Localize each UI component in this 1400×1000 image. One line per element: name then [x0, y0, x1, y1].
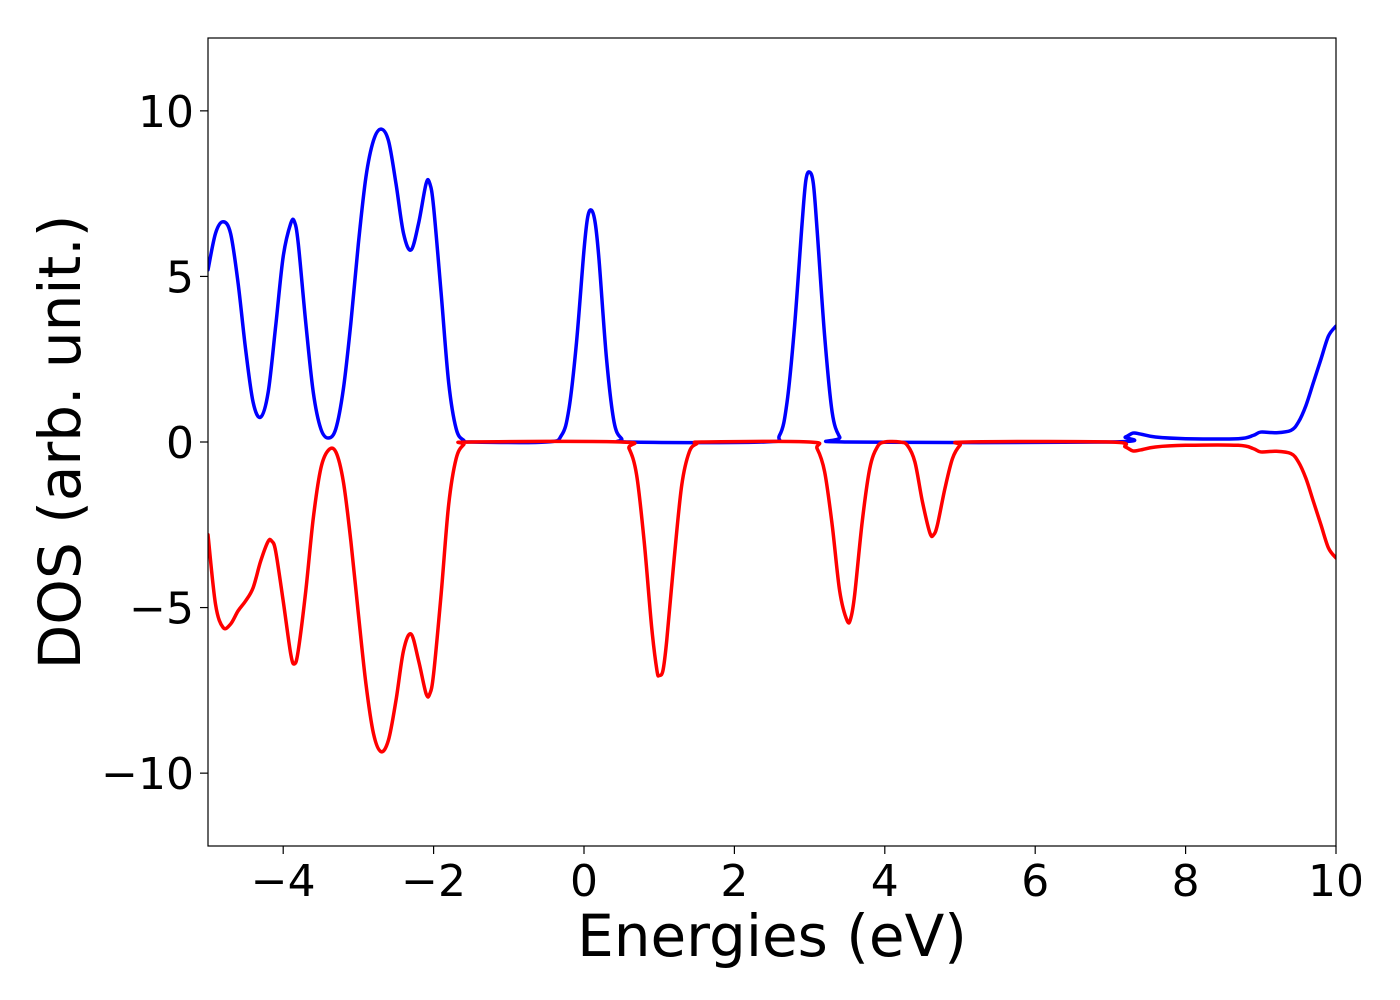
x-tick-label: 4 — [871, 856, 899, 907]
y-tick-label: 10 — [138, 87, 194, 138]
series-line-1 — [208, 127, 1336, 445]
series-line-2 — [208, 439, 1336, 754]
y-tick-label: 5 — [166, 252, 194, 303]
y-tick-label: −5 — [129, 584, 194, 635]
tick-layer: −4 −2 0 2 4 6 8 10 −10 −5 0 5 10 — [101, 87, 1364, 907]
x-tick-label: 6 — [1021, 856, 1049, 907]
plot-frame — [207, 37, 1337, 847]
y-tick-label: 0 — [166, 418, 194, 469]
x-tick-label: 10 — [1308, 856, 1364, 907]
x-tick-label: −2 — [401, 856, 466, 907]
x-axis-label: Energies (eV) — [577, 902, 967, 970]
x-tick-label: −4 — [251, 856, 316, 907]
series-layer — [208, 127, 1336, 754]
y-axis-label: DOS (arb. unit.) — [26, 215, 94, 670]
y-tick-label: −10 — [101, 749, 194, 800]
x-tick-label: 8 — [1172, 856, 1200, 907]
x-tick-label: 2 — [720, 856, 748, 907]
x-tick-label: 0 — [570, 856, 598, 907]
